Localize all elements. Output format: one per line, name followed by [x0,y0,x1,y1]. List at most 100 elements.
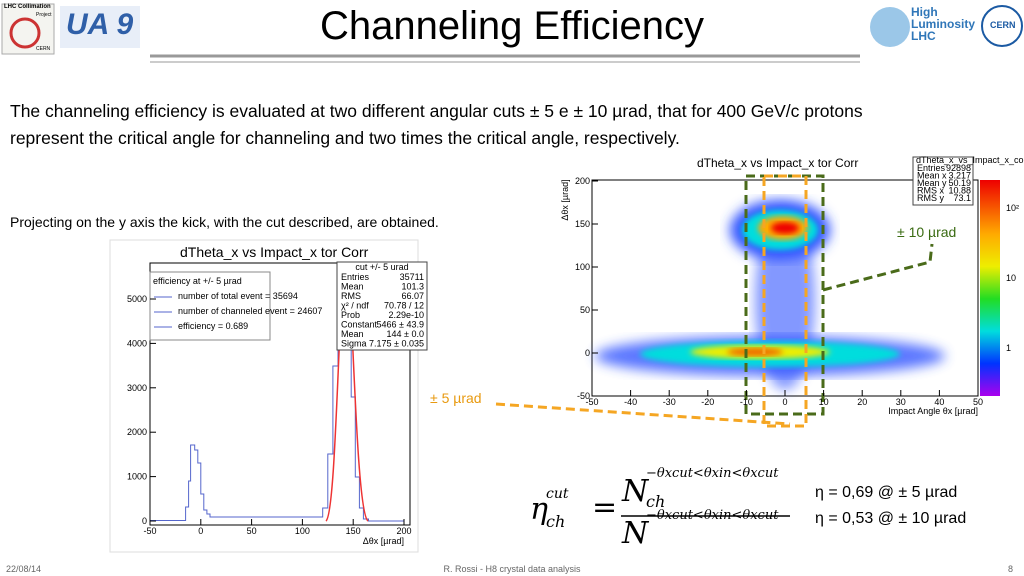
stats-value: 5466 ± 43.9 [377,320,424,330]
stats-value: 73.1 [953,193,971,203]
stats-key: Mean [341,282,364,292]
stats-key: Mean [341,329,364,339]
stats-value: 10.88 [948,186,971,196]
legend-entry: efficiency = 0.689 [178,321,248,331]
footer-date: 22/08/14 [6,564,42,574]
results: η = 0,69 @ ± 5 µrad η = 0,53 @ ± 10 µrad [815,484,967,527]
callout [495,402,791,426]
stats-key: Entries [917,163,946,173]
y-tick-label: 0 [585,348,590,358]
x-tick-label: 40 [934,397,944,407]
logo-text: High Luminosity LHC [911,5,976,43]
x-tick-label: 0 [198,526,203,536]
x-tick-label: -20 [701,397,714,407]
annotation: ± 5 µrad [430,390,482,406]
stats-key: Mean y [917,178,947,188]
y-tick-label: 0 [142,516,147,526]
x-tick-label: 50 [973,397,983,407]
y-tick-label: 1000 [127,472,147,482]
stats-title: dTheta_x_vs_Impact_x_corr [916,155,1024,165]
y-tick-label: -50 [577,391,590,401]
stats-box [912,156,974,206]
logo [981,5,1023,47]
paragraph: The channeling efficiency is evaluated a… [10,101,863,148]
stats-key: RMS [341,291,361,301]
y-tick-label: 4000 [127,338,147,348]
x-tick-label: -10 [740,397,753,407]
paragraph: Projecting on the y axis the kick, with … [10,214,439,230]
y-tick-label: 200 [575,176,590,186]
stats-value: 35711 [400,272,424,282]
logo-text: CERN [36,46,51,52]
scale-label: 10² [1006,203,1019,213]
plot-frame [149,262,411,526]
stats-key: RMS y [917,193,945,203]
callout [822,243,934,292]
x-tick-label: 100 [295,526,310,536]
x-tick-label: 200 [396,526,411,536]
stats-value: 101.3 [401,282,424,292]
annotation: ± 10 µrad [897,224,957,240]
y-tick-label: 3000 [127,383,147,393]
legend-entry: efficiency at +/- 5 µrad [153,276,242,286]
x-tick-label: 150 [346,526,361,536]
stats-key: Prob [341,310,360,320]
stats-key: Sigma [341,339,367,349]
stats-box [336,261,428,351]
logo [870,7,910,47]
stats-value: 144 ± 0.0 [387,329,424,339]
stats-value: 92898 [946,163,971,173]
x-axis-label: Impact Angle θx [µrad] [888,406,978,416]
logo-text: CERN [990,20,1016,30]
stats-value: 66.07 [401,291,424,301]
legend-entry: number of channeled event = 24607 [178,306,322,316]
heatmap [595,200,945,390]
logo [9,17,41,49]
y-tick-label: 100 [575,262,590,272]
logo-text: UA 9 [66,8,134,41]
logo-text: LHC Collimation [4,4,51,10]
stats-title: cut +/- 5 urad [355,262,408,272]
scale-label: 1 [1006,343,1011,353]
y-tick-label: 50 [580,305,590,315]
stats-value: 70.78 / 12 [384,301,424,311]
stats-key: RMS x [917,186,945,196]
cut-box-10 [744,174,825,416]
legend-entry: number of total event = 35694 [178,291,298,301]
y-tick-label: 150 [575,219,590,229]
logo-text: Project [36,12,52,18]
stats-value: 2.29e-10 [388,310,424,320]
histogram [150,276,404,522]
stats-value: 7.175 ± 0.035 [369,339,424,349]
plot-title: dTheta_x vs Impact_x tor Corr [180,244,369,260]
x-tick-label: 50 [247,526,257,536]
stats-key: χ² / ndf [341,301,369,311]
y-tick-label: 2000 [127,427,147,437]
stats-value: 50.19 [948,178,971,188]
x-tick-label: -50 [143,526,156,536]
stats-key: Mean x [917,171,947,181]
x-tick-label: -30 [663,397,676,407]
y-axis-label: Δθx [µrad] [560,179,570,220]
stats-key: Constant [341,320,378,330]
legend-box [149,271,271,341]
x-tick-label: 0 [782,397,787,407]
logo [60,6,140,48]
cut-box-5 [762,174,808,428]
x-axis-label: Δθx [µrad] [363,536,404,546]
scale-label: 10 [1006,273,1016,283]
y-tick-label: 5000 [127,294,147,304]
x-tick-label: -50 [585,397,598,407]
stats-key: Entries [341,272,370,282]
stats-value: 3.217 [948,171,971,181]
footer-page: 8 [1008,564,1014,574]
x-tick-label: -40 [624,397,637,407]
plot-title: dTheta_x vs Impact_x tor Corr [697,156,859,170]
x-tick-label: 20 [857,397,867,407]
x-tick-label: 30 [896,397,906,407]
title: Channeling Efficiency [320,4,704,48]
color-scale [980,180,1000,396]
x-tick-label: 10 [819,397,829,407]
